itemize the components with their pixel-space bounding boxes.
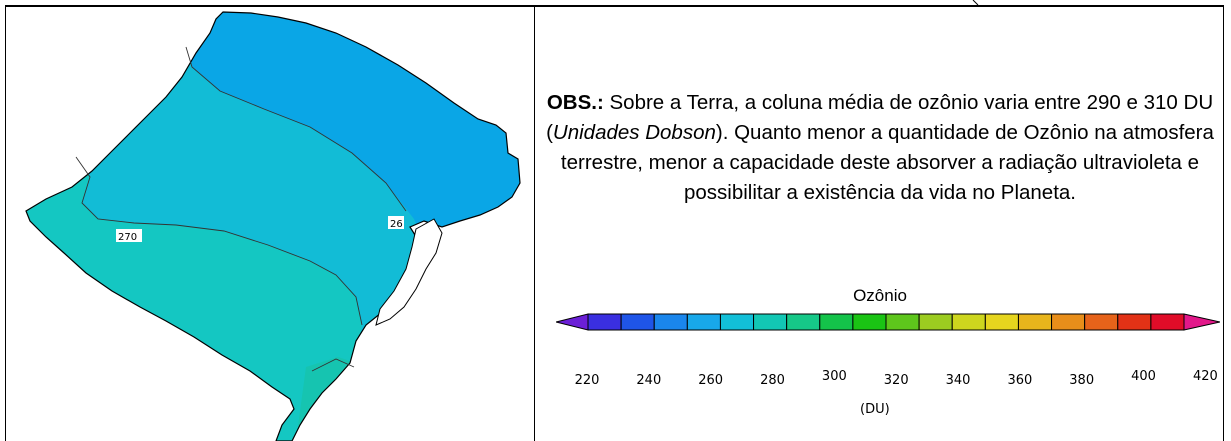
scale-tick-label: 280 <box>760 373 785 388</box>
scale-swatch <box>719 313 755 331</box>
contour-label-270-box <box>116 229 142 242</box>
scale-swatch <box>753 313 788 331</box>
scale-swatch <box>951 313 986 331</box>
scale-swatch <box>686 313 721 331</box>
obs-label: OBS.: <box>546 91 604 114</box>
obs-text-1: Sobre a Terra, a coluna média de ozônio … <box>546 91 1214 144</box>
scale-tick-label: 380 <box>1069 373 1095 388</box>
scale-swatch <box>1117 313 1152 331</box>
scale-swatch <box>1084 313 1119 331</box>
contour-line-2 <box>75 156 363 326</box>
scale-swatch <box>1150 313 1185 331</box>
scale-swatch <box>587 313 622 331</box>
scale-tick-label: 400 <box>1131 369 1156 384</box>
obs-paragraph: OBS.: Sobre a Terra, a coluna média de o… <box>545 88 1215 208</box>
obs-italic: Unidades Dobson <box>552 121 716 144</box>
scale-tick-label: 320 <box>883 373 909 388</box>
contour-line-3 <box>311 358 355 372</box>
scale-swatch <box>653 313 688 331</box>
contour-line-1 <box>185 46 407 212</box>
scale-tick-label: 240 <box>636 373 662 388</box>
scale-swatch <box>885 313 920 331</box>
legend-unit: (DU) <box>860 402 890 417</box>
scale-swatch <box>984 313 1019 331</box>
scale-swatch <box>918 313 953 331</box>
scale-tick-label: 360 <box>1007 373 1033 388</box>
scale-tick-label: 260 <box>698 373 724 388</box>
scale-arrow-right <box>1183 313 1220 331</box>
scale-swatch <box>786 313 821 331</box>
page-frame <box>5 5 1224 441</box>
scale-arrow-left <box>556 313 589 331</box>
scale-tick-label: 420 <box>1192 369 1218 384</box>
scale-swatch <box>1051 313 1086 331</box>
scale-tick-label: 220 <box>574 373 600 388</box>
state-border <box>25 11 521 441</box>
contour-label-26: 26 <box>390 219 403 230</box>
scale-tick-label: 300 <box>821 369 847 384</box>
scale-tick-label: 340 <box>945 373 971 388</box>
legend-title: Ozônio <box>853 286 907 305</box>
contour-label-270: 270 <box>118 232 137 243</box>
scale-swatch <box>620 313 655 331</box>
scale-swatch <box>852 313 887 331</box>
contour-label-26-box <box>388 216 404 229</box>
ozone-map: 270 26 <box>6 7 534 441</box>
lagoon <box>375 218 443 326</box>
scale-swatch <box>819 313 854 331</box>
panel-divider <box>534 5 535 441</box>
obs-text-2: ). Quanto menor a quantidade de Ozônio n… <box>560 121 1214 204</box>
scale-swatch <box>1017 313 1053 331</box>
color-scale-bar <box>556 313 1220 331</box>
corner-mark <box>972 0 979 5</box>
